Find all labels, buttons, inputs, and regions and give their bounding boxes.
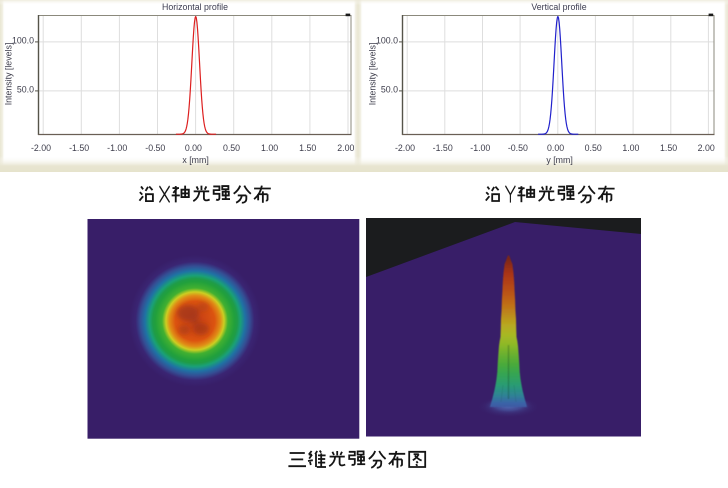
- svg-text:1.00: 1.00: [261, 143, 278, 153]
- svg-text:y [mm]: y [mm]: [546, 155, 572, 165]
- svg-text:2.00: 2.00: [337, 143, 354, 153]
- svg-text:-2.00: -2.00: [31, 143, 51, 153]
- svg-text:-1.50: -1.50: [433, 143, 453, 153]
- svg-text:1.00: 1.00: [622, 143, 639, 153]
- svg-text:Horizontal profile: Horizontal profile: [162, 2, 228, 12]
- svg-text:Intensity [levels]: Intensity [levels]: [4, 43, 14, 106]
- svg-text:Intensity [levels]: Intensity [levels]: [368, 43, 378, 106]
- svg-text:1.50: 1.50: [660, 143, 677, 153]
- svg-text:0.00: 0.00: [185, 143, 202, 153]
- svg-text:x [mm]: x [mm]: [182, 155, 208, 165]
- svg-text:-0.50: -0.50: [145, 143, 165, 153]
- svg-text:100.0: 100.0: [376, 36, 398, 46]
- svg-text:0.50: 0.50: [585, 143, 602, 153]
- svg-text:100.0: 100.0: [12, 36, 34, 46]
- svg-text:1.50: 1.50: [299, 143, 316, 153]
- svg-text:Vertical profile: Vertical profile: [531, 2, 586, 12]
- svg-text:-1.50: -1.50: [69, 143, 89, 153]
- svg-text:-1.00: -1.00: [470, 143, 490, 153]
- svg-text:50.0: 50.0: [17, 85, 34, 95]
- svg-text:-2.00: -2.00: [395, 143, 415, 153]
- svg-text:0.50: 0.50: [223, 143, 240, 153]
- svg-text:50.0: 50.0: [381, 85, 398, 95]
- svg-text:-0.50: -0.50: [508, 143, 528, 153]
- svg-text:0.00: 0.00: [547, 143, 564, 153]
- svg-text:2.00: 2.00: [698, 143, 715, 153]
- svg-text:-1.00: -1.00: [107, 143, 127, 153]
